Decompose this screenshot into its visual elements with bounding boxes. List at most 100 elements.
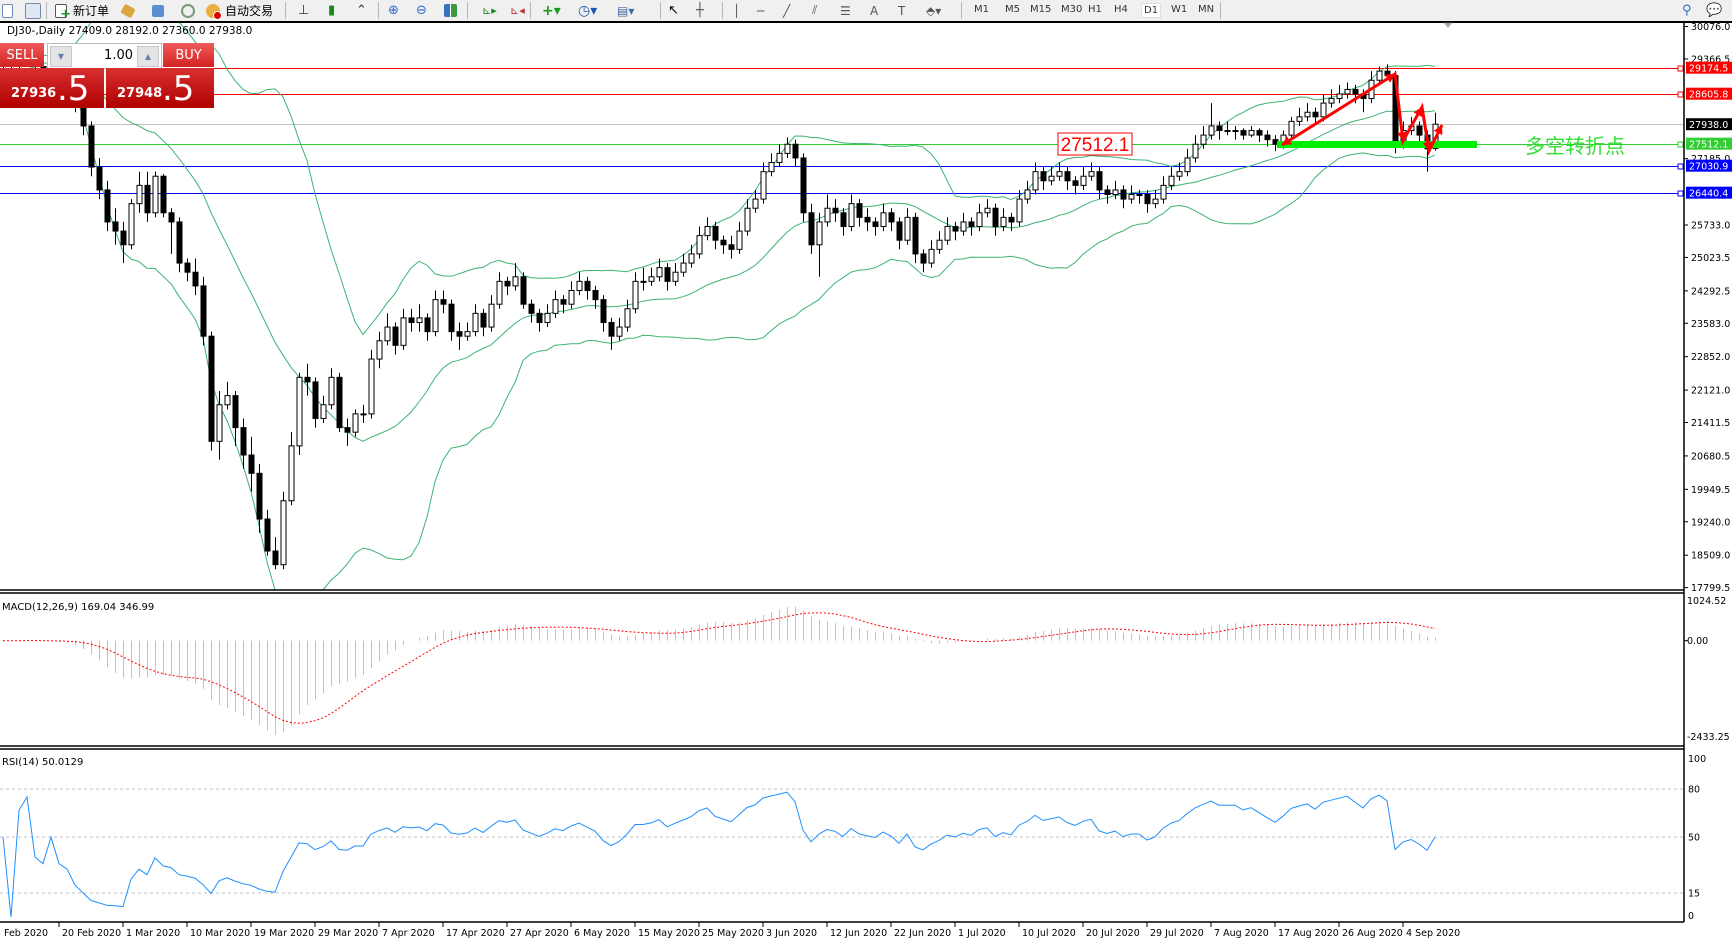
candle[interactable]	[1312, 107, 1319, 124]
candle[interactable]	[192, 258, 199, 296]
candle[interactable]	[648, 267, 655, 286]
candle[interactable]	[1104, 185, 1111, 204]
candle[interactable]	[440, 290, 447, 314]
navigator-icon[interactable]	[152, 2, 164, 19]
candle[interactable]	[744, 199, 751, 236]
candle[interactable]	[1296, 107, 1303, 126]
candle[interactable]	[152, 171, 159, 218]
chat-icon[interactable]: 💬	[1706, 3, 1723, 18]
candle[interactable]	[552, 290, 559, 318]
candlestick-icon[interactable]: ▮	[328, 3, 336, 18]
autoscroll-icon[interactable]: ⊾▸	[482, 4, 497, 17]
crosshair-icon[interactable]: ┼	[696, 3, 704, 18]
candle[interactable]	[168, 208, 175, 254]
chart-shift-icon[interactable]: ⊾◂	[510, 4, 525, 17]
candle[interactable]	[808, 203, 815, 254]
timeframe-m1[interactable]: M1	[974, 4, 989, 15]
candle[interactable]	[640, 267, 647, 291]
candle[interactable]	[1040, 167, 1047, 190]
horizontal-line-icon[interactable]: ─	[757, 3, 765, 18]
zoom-in-icon[interactable]: ⊕	[388, 3, 399, 18]
candle[interactable]	[1080, 167, 1087, 190]
candle[interactable]	[632, 272, 639, 314]
candle[interactable]	[840, 208, 847, 236]
candle[interactable]	[776, 144, 783, 168]
candle[interactable]	[328, 368, 335, 410]
new-chart-icon[interactable]	[2, 2, 13, 19]
candle[interactable]	[336, 372, 343, 433]
candle[interactable]	[424, 313, 431, 341]
candle[interactable]	[856, 199, 863, 227]
candle[interactable]	[408, 308, 415, 332]
candle[interactable]	[384, 313, 391, 346]
candle[interactable]	[624, 299, 631, 332]
candle[interactable]	[920, 249, 927, 273]
candle[interactable]	[376, 331, 383, 369]
timeframe-m15[interactable]: M15	[1030, 4, 1052, 15]
candle[interactable]	[952, 221, 959, 241]
candle[interactable]	[432, 290, 439, 337]
volume-value[interactable]: 1.00	[104, 48, 133, 63]
sell-price-button[interactable]: 27936 .5	[0, 68, 104, 108]
candle[interactable]	[768, 153, 775, 177]
timeframe-d1[interactable]: D1	[1141, 3, 1162, 18]
signals-icon[interactable]	[181, 2, 195, 19]
zoom-out-icon[interactable]: ⊖	[416, 3, 427, 18]
candle[interactable]	[600, 295, 607, 332]
candle[interactable]	[888, 208, 895, 232]
candle[interactable]	[272, 537, 279, 570]
tile-windows-icon[interactable]	[444, 2, 457, 19]
candle[interactable]	[712, 221, 719, 250]
candle[interactable]	[752, 189, 759, 213]
arrow-path[interactable]	[1281, 71, 1444, 156]
candle[interactable]	[1096, 167, 1103, 200]
candle[interactable]	[696, 226, 703, 259]
timeframe-mn[interactable]: MN	[1198, 4, 1215, 15]
trendline-icon[interactable]: ╱	[783, 3, 791, 18]
candle[interactable]	[816, 212, 823, 277]
candle[interactable]	[280, 491, 287, 570]
candle[interactable]	[1328, 89, 1335, 108]
candle[interactable]	[1240, 128, 1247, 140]
candle[interactable]	[784, 137, 791, 158]
candle[interactable]	[584, 276, 591, 300]
timeframe-m5[interactable]: M5	[1005, 4, 1020, 15]
candle[interactable]	[1344, 82, 1351, 99]
candle[interactable]	[472, 304, 479, 337]
candle[interactable]	[544, 304, 551, 328]
candle[interactable]	[112, 208, 119, 245]
candle[interactable]	[1000, 208, 1007, 232]
candle[interactable]	[608, 317, 615, 350]
candle[interactable]	[1320, 93, 1327, 122]
candle[interactable]	[968, 217, 975, 236]
candle[interactable]	[360, 404, 367, 424]
cursor-icon[interactable]: ↖	[668, 3, 679, 18]
candle[interactable]	[896, 217, 903, 250]
vertical-line-icon[interactable]: │	[733, 3, 741, 18]
candle[interactable]	[232, 391, 239, 446]
candle[interactable]	[1248, 125, 1255, 138]
candle[interactable]	[664, 263, 671, 291]
equidistant-channel-icon[interactable]: ⫽	[812, 3, 818, 17]
candle[interactable]	[680, 253, 687, 277]
candle[interactable]	[1416, 121, 1423, 145]
line-chart-icon[interactable]: ⌃	[356, 3, 367, 18]
candle[interactable]	[1064, 167, 1071, 190]
candle[interactable]	[792, 139, 799, 168]
candle[interactable]	[536, 308, 543, 332]
candle[interactable]	[1192, 135, 1199, 163]
candle[interactable]	[864, 208, 871, 232]
candle[interactable]	[824, 194, 831, 227]
candle[interactable]	[904, 208, 911, 245]
candle[interactable]	[704, 217, 711, 241]
fibonacci-icon[interactable]: ☰	[840, 3, 851, 18]
candle[interactable]	[1200, 125, 1207, 149]
candle[interactable]	[960, 212, 967, 236]
candle[interactable]	[1128, 185, 1135, 204]
candle[interactable]	[104, 180, 111, 232]
candle[interactable]	[176, 217, 183, 273]
candle[interactable]	[1376, 66, 1383, 85]
line-handle[interactable]	[1677, 65, 1684, 72]
timeframe-h4[interactable]: H4	[1114, 4, 1128, 15]
